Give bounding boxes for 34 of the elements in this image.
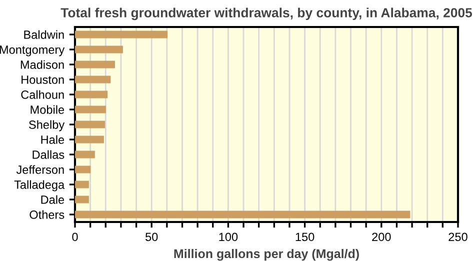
x-axis-title: Million gallons per day (Mgal/d) (174, 248, 359, 261)
x-tick-label: 150 (296, 232, 314, 242)
bar (75, 196, 89, 204)
y-tick-label: Madison (20, 60, 64, 69)
bar (75, 90, 108, 98)
x-tick-label: 0 (72, 232, 78, 242)
bar (75, 210, 410, 218)
y-tick-label: Houston (22, 76, 64, 84)
bar (75, 106, 106, 114)
bar (75, 166, 91, 174)
y-tick-label: Others (30, 210, 64, 219)
x-tick-label: 50 (146, 232, 158, 242)
y-tick-label: Shelby (29, 120, 65, 132)
y-tick-label: Mobile (30, 105, 64, 114)
bar (75, 76, 111, 84)
y-tick-label: Hale (41, 135, 64, 144)
bar (75, 150, 95, 158)
x-tick-label: 200 (372, 232, 391, 242)
y-tick-label: Jefferson (16, 165, 64, 174)
y-tick-label: Dallas (32, 150, 64, 159)
y-tick-label: Talladega (14, 180, 65, 192)
y-tick-label: Dale (41, 195, 64, 204)
y-tick-label: Baldwin (24, 30, 64, 39)
chart-title: Total fresh groundwater withdrawals, by county, in Alabama, 2005 (60, 8, 472, 20)
x-tick-label: 250 (448, 232, 468, 242)
y-tick-label: Calhoun (21, 90, 64, 99)
bar (75, 60, 115, 68)
bar (75, 136, 104, 144)
bar (75, 30, 168, 38)
x-tick-label: 100 (219, 232, 238, 242)
bar (75, 120, 106, 128)
bar (75, 46, 123, 54)
bar (75, 180, 89, 188)
y-tick-label: Montgomery (0, 46, 65, 56)
